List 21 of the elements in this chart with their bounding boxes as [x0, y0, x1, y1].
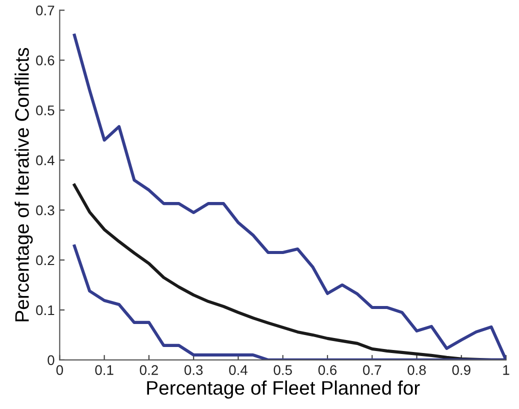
y-tick-label: 0.3: [36, 205, 54, 216]
x-tick-label: 0: [56, 365, 64, 375]
x-tick-label: 0.9: [452, 365, 470, 375]
x-tick-label: 0.4: [229, 365, 248, 375]
y-tick-label: 0.7: [36, 6, 54, 16]
y-tick-label: 0.2: [36, 255, 54, 266]
x-tick-label: 0.7: [363, 365, 382, 375]
y-tick-label: 0.6: [36, 56, 54, 66]
y-tick-label: 0: [48, 355, 54, 366]
y-tick-label: 0.5: [36, 105, 54, 116]
x-tick-label: 0.1: [95, 365, 114, 375]
x-axis-title: Percentage of Fleet Planned for: [147, 380, 420, 399]
x-tick-label: 0.8: [408, 365, 426, 375]
y-axis-title: Percentage of Iterative Conflicts: [14, 48, 33, 322]
x-tick-label: 0.6: [318, 365, 337, 375]
x-tick-label: 1: [503, 365, 510, 375]
x-tick-label: 0.5: [274, 365, 292, 375]
x-tick-label: 0.3: [184, 365, 203, 375]
x-tick-label: 0.2: [140, 365, 158, 375]
y-tick-label: 0.4: [36, 155, 54, 166]
y-tick-label: 0.1: [36, 305, 54, 316]
